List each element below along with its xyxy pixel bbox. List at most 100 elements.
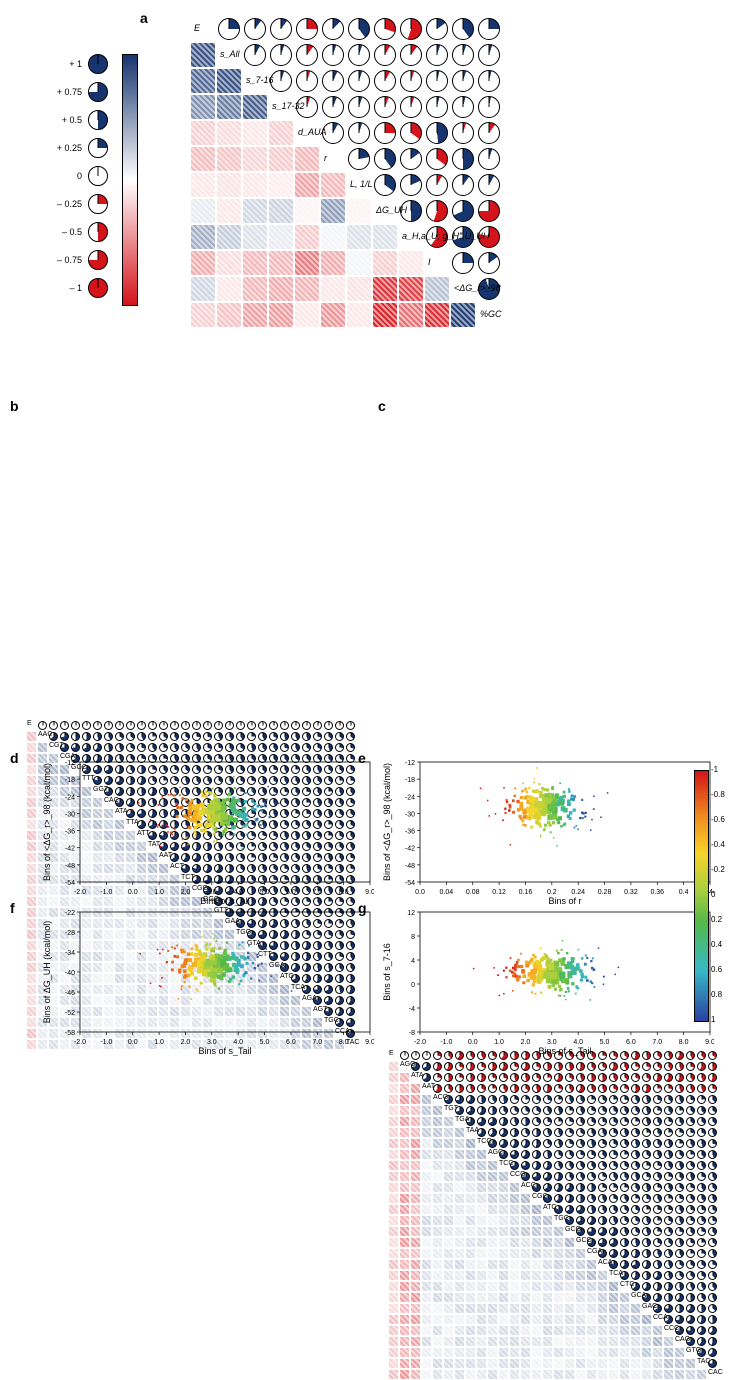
heatmap-cell <box>520 1248 531 1259</box>
heatmap-cell <box>663 1336 674 1347</box>
correlation-pie <box>686 1293 695 1302</box>
bin-marker <box>218 987 220 989</box>
heatmap-cell <box>399 1127 410 1138</box>
heatmap-cell <box>542 1358 553 1369</box>
bin-marker <box>522 782 524 784</box>
bin-marker <box>150 819 152 821</box>
bin-marker <box>242 807 246 811</box>
bin-marker <box>497 974 499 976</box>
heatmap-cell <box>432 1226 443 1237</box>
bin-marker <box>537 961 541 965</box>
correlation-pie <box>587 1084 596 1093</box>
correlation-pie <box>609 1062 618 1071</box>
correlation-pie <box>642 1227 651 1236</box>
bin-marker <box>238 843 240 845</box>
heatmap-cell <box>498 1248 509 1259</box>
correlation-pie <box>225 721 234 730</box>
heatmap-cell <box>454 1215 465 1226</box>
correlation-pie <box>452 122 474 144</box>
heatmap-cell <box>26 973 37 984</box>
heatmap-cell <box>410 1281 421 1292</box>
correlation-pie <box>642 1271 651 1280</box>
heatmap-cell <box>399 1193 410 1204</box>
heatmap-cell <box>465 1160 476 1171</box>
bin-marker <box>242 942 244 944</box>
bin-marker <box>603 983 605 985</box>
heatmap-cell <box>432 1149 443 1160</box>
correlation-pie <box>664 1238 673 1247</box>
correlation-pie <box>192 743 201 752</box>
correlation-pie <box>664 1084 673 1093</box>
bin-marker <box>180 988 182 990</box>
bin-marker <box>196 804 201 809</box>
correlation-pie <box>280 721 289 730</box>
correlation-pie <box>554 1172 563 1181</box>
bin-marker <box>517 959 519 961</box>
heatmap-cell <box>242 94 268 120</box>
panel-e-scatter: 0.00.040.080.120.160.20.240.280.320.360.… <box>380 758 714 911</box>
correlation-pie <box>433 1073 442 1082</box>
heatmap-cell <box>465 1237 476 1248</box>
correlation-pie <box>565 1095 574 1104</box>
bin-marker <box>480 787 482 789</box>
diag-label: GCG <box>565 1226 581 1233</box>
correlation-pie <box>697 1337 706 1346</box>
correlation-pie <box>244 18 266 40</box>
bin-marker <box>575 985 578 988</box>
diag-label: CCC <box>664 1325 679 1332</box>
heatmap-cell <box>388 1127 399 1138</box>
heatmap-cell <box>586 1281 597 1292</box>
correlation-pie <box>543 1172 552 1181</box>
correlation-pie <box>565 1128 574 1137</box>
heatmap-cell <box>531 1270 542 1281</box>
heatmap-cell <box>542 1336 553 1347</box>
svg-text:8.0: 8.0 <box>339 889 349 896</box>
heatmap-cell <box>619 1303 630 1314</box>
correlation-pie <box>653 1117 662 1126</box>
heatmap-cell <box>26 874 37 885</box>
correlation-pie <box>609 1150 618 1159</box>
bin-marker <box>159 953 161 955</box>
correlation-pie <box>620 1216 629 1225</box>
svg-text:-4: -4 <box>409 1006 415 1013</box>
panel-a-row-label: <ΔG_r>_98 <box>452 283 501 293</box>
correlation-pie <box>510 1106 519 1115</box>
correlation-pie <box>675 1084 684 1093</box>
panel-a-row-label: E <box>192 23 200 33</box>
correlation-pie <box>576 1073 585 1082</box>
heatmap-cell <box>26 962 37 973</box>
correlation-pie <box>488 1062 497 1071</box>
heatmap-cell <box>619 1325 630 1336</box>
correlation-pie <box>686 1326 695 1335</box>
heatmap-cell <box>465 1325 476 1336</box>
heatmap-cell <box>520 1193 531 1204</box>
bin-marker <box>181 951 184 954</box>
svg-text:-36: -36 <box>65 829 75 836</box>
heatmap-cell <box>399 1369 410 1380</box>
heatmap-cell <box>216 224 242 250</box>
correlation-pie <box>620 1260 629 1269</box>
correlation-pie <box>499 1117 508 1126</box>
bin-marker <box>132 809 134 811</box>
heatmap-cell <box>553 1281 564 1292</box>
bin-marker <box>593 808 595 810</box>
heatmap-cell <box>520 1292 531 1303</box>
correlation-pie <box>49 721 58 730</box>
bin-marker <box>191 962 196 967</box>
heatmap-cell <box>399 1215 410 1226</box>
correlation-pie <box>137 743 146 752</box>
heatmap-cell <box>388 1259 399 1270</box>
svg-text:-24: -24 <box>405 794 415 801</box>
heatmap-cell <box>564 1259 575 1270</box>
correlation-pie <box>236 743 245 752</box>
legend-value-label: + 0.75 <box>46 87 82 97</box>
svg-text:6.0: 6.0 <box>286 1039 296 1046</box>
heatmap-cell <box>388 1204 399 1215</box>
heatmap-cell <box>294 276 320 302</box>
correlation-pie <box>675 1205 684 1214</box>
heatmap-cell <box>190 198 216 224</box>
heatmap-cell <box>487 1204 498 1215</box>
heatmap-cell <box>575 1270 586 1281</box>
bin-marker <box>211 973 216 978</box>
correlation-pie <box>576 1205 585 1214</box>
